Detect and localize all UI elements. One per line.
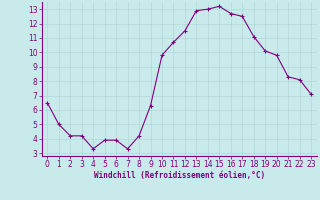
X-axis label: Windchill (Refroidissement éolien,°C): Windchill (Refroidissement éolien,°C) (94, 171, 265, 180)
